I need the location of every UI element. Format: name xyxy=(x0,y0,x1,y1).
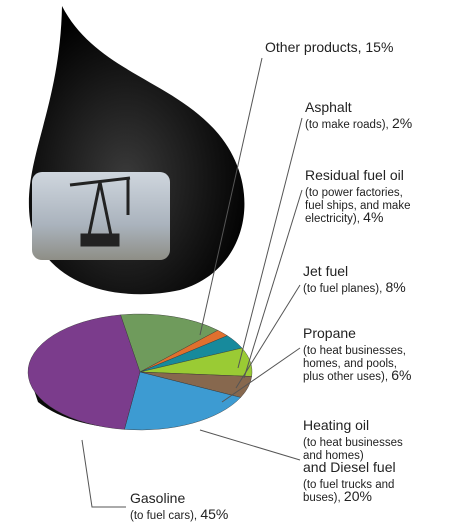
label-text: Gasoline xyxy=(130,490,185,506)
leader-lines xyxy=(81,57,303,508)
derrick xyxy=(69,176,131,247)
label-text: Asphalt xyxy=(305,99,352,115)
slice-label: (to power factories, xyxy=(305,187,403,199)
value-label: 4% xyxy=(363,209,383,225)
slice-label: homes, and pools, xyxy=(303,358,397,370)
label-text: Residual fuel oil xyxy=(305,167,404,183)
slice-label: (to fuel cars), 45% xyxy=(130,506,228,522)
slice-label: (to make roads), 2% xyxy=(305,115,412,131)
label-text: Heating oil xyxy=(303,417,369,433)
label-text: (to fuel trucks and xyxy=(303,479,394,491)
value-label: 8% xyxy=(385,279,405,295)
slice-label: (to heat businesses, xyxy=(303,345,406,357)
label-text: electricity), xyxy=(305,213,360,225)
label-text: Propane xyxy=(303,325,356,341)
label-text: (to fuel cars), xyxy=(130,510,197,522)
slice-label: electricity), 4% xyxy=(305,209,383,225)
slice-label: Residual fuel oil xyxy=(305,167,404,183)
label-text: (to heat businesses, xyxy=(303,345,406,357)
label-text: Other products, xyxy=(265,39,362,55)
slice-label: plus other uses), 6% xyxy=(303,367,411,383)
value-label: 2% xyxy=(392,115,412,131)
label-text: (to make roads), xyxy=(305,119,389,131)
value-label: 6% xyxy=(391,367,411,383)
value-label: 45% xyxy=(200,506,228,522)
label-text: (to fuel planes), xyxy=(303,283,382,295)
value-label: 15% xyxy=(365,39,393,55)
slice-label: and homes) xyxy=(303,450,364,462)
value-label: 20% xyxy=(344,488,372,504)
slice-label: (to fuel planes), 8% xyxy=(303,279,406,295)
label-text: and homes) xyxy=(303,450,364,462)
slice-label: and Diesel fuel xyxy=(303,459,396,475)
slice-label: (to heat businesses xyxy=(303,437,403,449)
slice-label: (to fuel trucks and xyxy=(303,479,394,491)
derrick-photo xyxy=(32,172,170,260)
label-text: Jet fuel xyxy=(303,263,348,279)
label-text: fuel ships, and make xyxy=(305,200,410,212)
slice-label: buses), 20% xyxy=(303,488,372,504)
label-text: plus other uses), xyxy=(303,371,388,383)
slice-label: Propane xyxy=(303,325,356,341)
slice-label: Heating oil xyxy=(303,417,369,433)
pie-slice xyxy=(124,371,242,431)
label-text: (to heat businesses xyxy=(303,437,403,449)
label-text: and Diesel fuel xyxy=(303,459,396,475)
label-text: homes, and pools, xyxy=(303,358,397,370)
pie-slice xyxy=(27,314,141,430)
slice-label: Asphalt xyxy=(305,99,352,115)
slice-label: Other products, 15% xyxy=(265,39,393,55)
pie-slice xyxy=(120,313,219,373)
label-text: buses), xyxy=(303,492,341,504)
label-text: (to power factories, xyxy=(305,187,403,199)
slice-label: Jet fuel xyxy=(303,263,348,279)
slice-label: Gasoline xyxy=(130,490,185,506)
slice-label: fuel ships, and make xyxy=(305,200,410,212)
